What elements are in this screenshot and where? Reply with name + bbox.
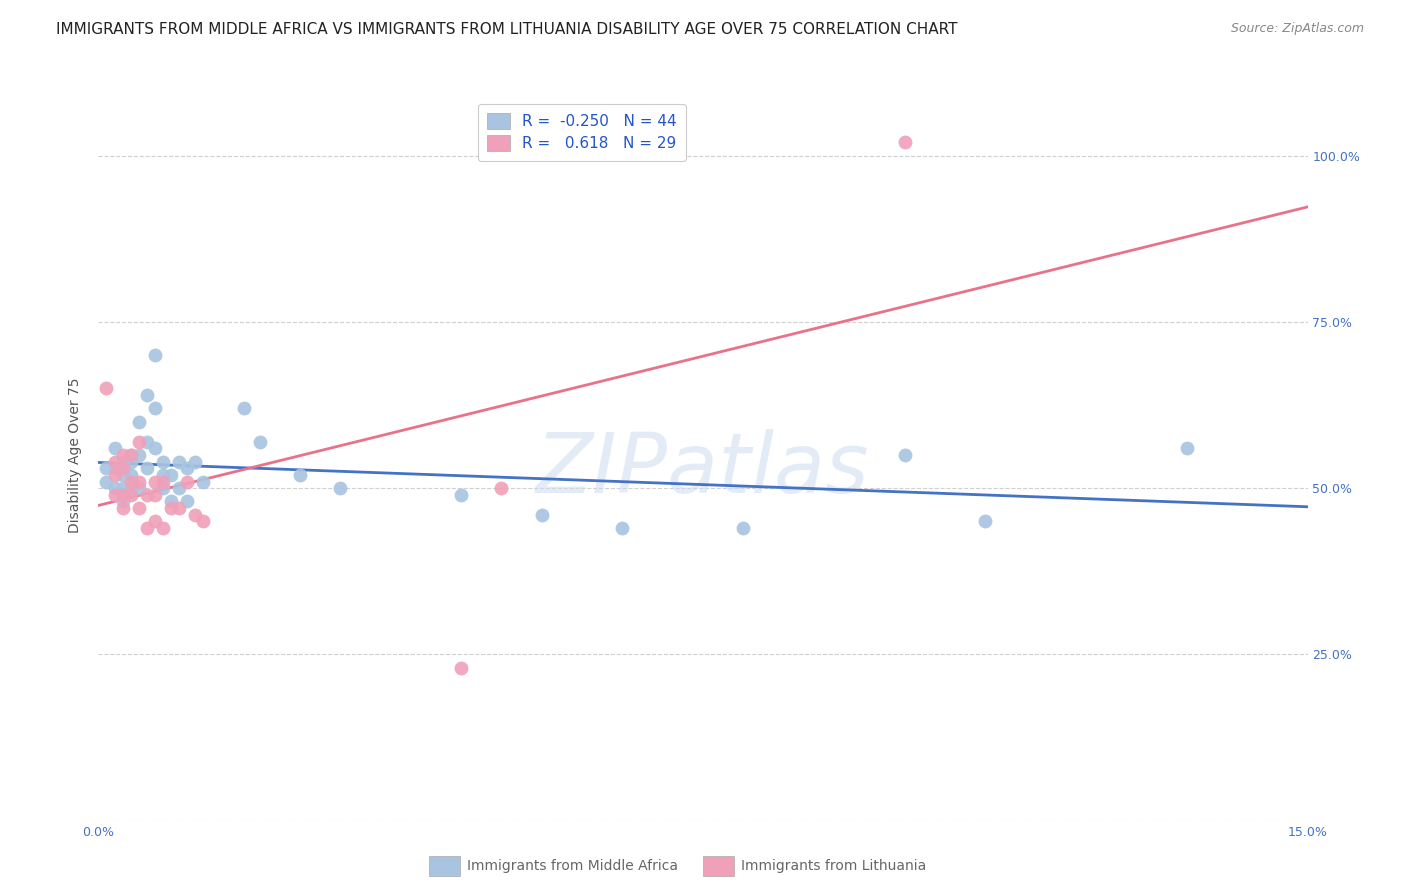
Point [176, 494, 198, 508]
Legend: R =  -0.250   N = 44, R =   0.618   N = 29: R = -0.250 N = 44, R = 0.618 N = 29 [478, 104, 686, 161]
Point [96, 475, 118, 489]
Point [450, 661, 472, 675]
Point [893, 136, 915, 150]
Point [152, 475, 174, 489]
Point [120, 467, 142, 482]
Point [128, 475, 150, 489]
Point [152, 454, 174, 468]
Point [288, 467, 311, 482]
Point [152, 467, 174, 482]
Point [120, 454, 142, 468]
Point [1175, 442, 1198, 456]
Point [135, 461, 157, 475]
Point [111, 481, 134, 495]
Point [450, 488, 472, 502]
Point [135, 388, 157, 402]
Point [167, 501, 190, 516]
Point [893, 448, 915, 462]
Point [135, 488, 157, 502]
Point [128, 501, 150, 516]
Text: Immigrants from Lithuania: Immigrants from Lithuania [741, 859, 927, 873]
Point [974, 515, 997, 529]
Y-axis label: Disability Age Over 75: Disability Age Over 75 [69, 377, 83, 533]
Point [103, 442, 125, 456]
Point [249, 434, 271, 449]
Point [530, 508, 553, 522]
Point [193, 475, 215, 489]
Point [120, 481, 142, 495]
Point [111, 454, 134, 468]
Point [160, 494, 183, 508]
Point [143, 401, 166, 416]
Text: IMMIGRANTS FROM MIDDLE AFRICA VS IMMIGRANTS FROM LITHUANIA DISABILITY AGE OVER 7: IMMIGRANTS FROM MIDDLE AFRICA VS IMMIGRA… [56, 22, 957, 37]
Point [329, 481, 352, 495]
Point [167, 481, 190, 495]
Point [135, 521, 157, 535]
Point [152, 481, 174, 495]
Point [160, 501, 183, 516]
Point [143, 348, 166, 362]
Point [167, 454, 190, 468]
Point [135, 434, 157, 449]
Point [128, 448, 150, 462]
Point [232, 401, 254, 416]
Text: ZIPatlas: ZIPatlas [536, 429, 870, 510]
Point [120, 475, 142, 489]
Point [176, 475, 198, 489]
Point [184, 508, 207, 522]
Point [111, 488, 134, 502]
Point [120, 448, 142, 462]
Text: Source: ZipAtlas.com: Source: ZipAtlas.com [1230, 22, 1364, 36]
Point [120, 448, 142, 462]
Point [612, 521, 634, 535]
Point [111, 501, 134, 516]
Point [176, 461, 198, 475]
Point [103, 488, 125, 502]
Text: Immigrants from Middle Africa: Immigrants from Middle Africa [467, 859, 678, 873]
Point [160, 467, 183, 482]
Point [96, 381, 118, 395]
Point [491, 481, 513, 495]
Point [111, 494, 134, 508]
Point [111, 467, 134, 482]
Point [733, 521, 755, 535]
Point [96, 461, 118, 475]
Point [193, 515, 215, 529]
Point [143, 515, 166, 529]
Point [120, 488, 142, 502]
Point [103, 481, 125, 495]
Point [184, 454, 207, 468]
Point [103, 454, 125, 468]
Point [111, 448, 134, 462]
Point [128, 434, 150, 449]
Point [103, 467, 125, 482]
Point [143, 442, 166, 456]
Point [103, 461, 125, 475]
Point [128, 481, 150, 495]
Point [143, 488, 166, 502]
Point [152, 521, 174, 535]
Point [143, 475, 166, 489]
Point [111, 461, 134, 475]
Point [128, 415, 150, 429]
